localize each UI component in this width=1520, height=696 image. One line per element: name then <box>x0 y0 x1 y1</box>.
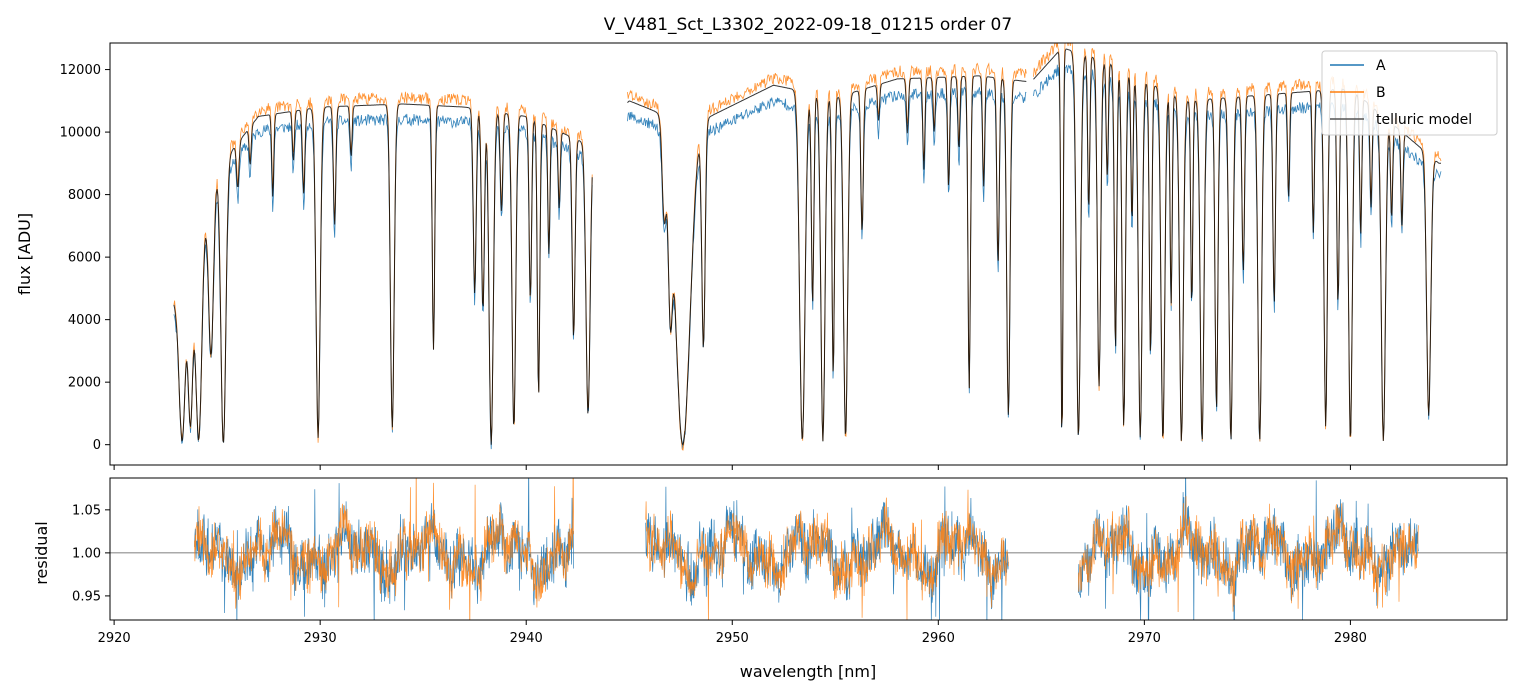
flux-y-tick-label: 0 <box>93 438 101 453</box>
x-tick-label: 2980 <box>1334 631 1367 646</box>
x-axis-label: wavelength [nm] <box>740 662 877 681</box>
flux-y-tick-label: 8000 <box>68 188 101 203</box>
x-tick-label: 2950 <box>716 631 749 646</box>
x-tick-label: 2920 <box>98 631 131 646</box>
series-b-line <box>173 43 1442 451</box>
flux-panel: 0 2000 4000 6000 8000 10000 12000 flux [ADU] A… <box>15 42 1508 470</box>
flux-y-tick-label: 12000 <box>60 63 101 78</box>
residual-panel: 0.95 1.00 1.05 2920 2930 2940 2950 2960 2970 298… <box>32 477 1508 681</box>
residual-y-axis-label: residual <box>32 521 51 584</box>
residual-y-tick-label: 1.05 <box>72 503 101 518</box>
legend-label-a: A <box>1376 58 1386 74</box>
legend-label-b: B <box>1376 85 1386 101</box>
flux-y-tick-label: 2000 <box>68 376 101 391</box>
residual-series-b-line <box>194 478 1419 620</box>
residual-y-tick-label: 0.95 <box>72 589 101 604</box>
x-tick-label: 2970 <box>1128 631 1161 646</box>
residual-axes-frame <box>109 477 1508 621</box>
flux-y-tick-label: 10000 <box>60 126 101 141</box>
flux-axes-frame <box>109 42 1508 466</box>
x-tick-label: 2940 <box>510 631 543 646</box>
legend: A B telluric model <box>1321 50 1498 136</box>
x-tick-label: 2960 <box>922 631 955 646</box>
flux-y-tick-label: 6000 <box>68 251 101 266</box>
x-tick-label: 2930 <box>304 631 337 646</box>
flux-y-tick-label: 4000 <box>68 313 101 328</box>
residual-y-tick-label: 1.00 <box>72 546 101 561</box>
series-a-line <box>173 64 1442 450</box>
chart-title: V_V481_Sct_L3302_2022-09-18_01215 order … <box>604 15 1012 35</box>
legend-frame <box>1321 50 1498 136</box>
legend-label-telluric: telluric model <box>1376 112 1472 128</box>
flux-y-axis-label: flux [ADU] <box>15 213 34 295</box>
